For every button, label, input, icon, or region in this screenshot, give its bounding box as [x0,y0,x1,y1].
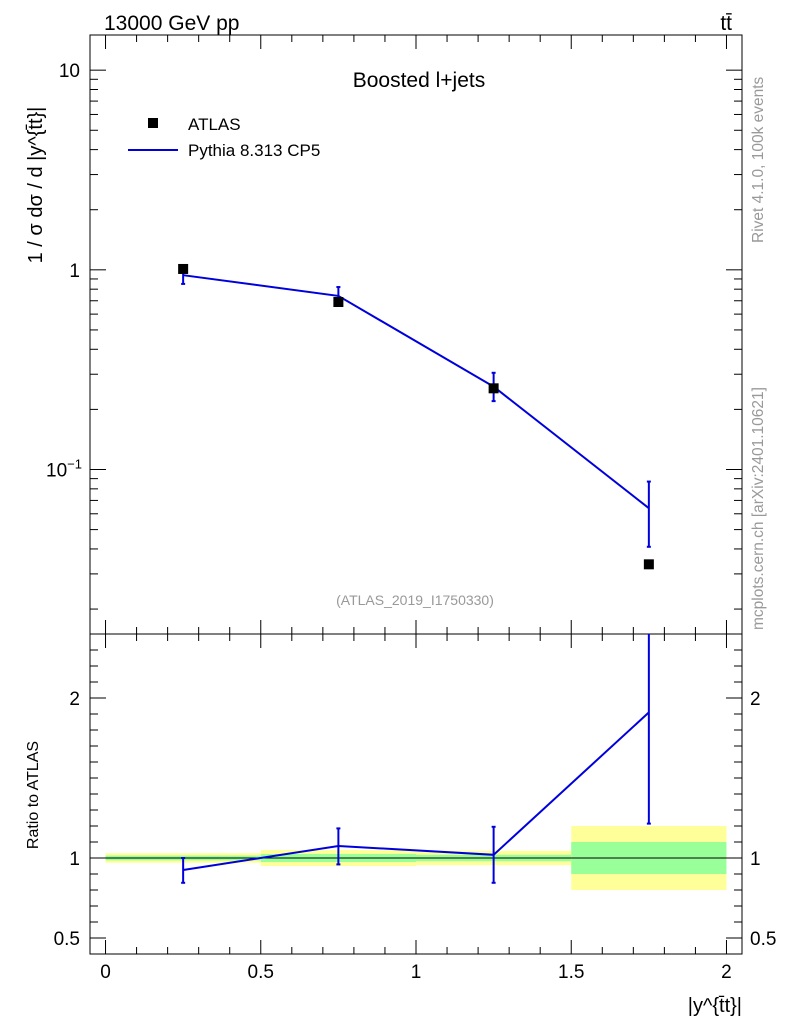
axis-ticks [90,35,742,955]
ratio-plot-frame [89,633,743,955]
x-tick-label: 1.5 [558,962,584,983]
legend: ATLAS Pythia 8.313 CP5 [128,115,320,160]
mc-ratio-line [182,711,650,871]
legend-label-pythia: Pythia 8.313 CP5 [188,141,320,160]
y-axis-label-text: 1 / σ dσ / d |y^{t̄t}| [25,107,47,264]
atlas-data-point [488,383,499,394]
ratio-y-tick-label-right: 2 [750,689,761,710]
tick-labels: 0 0.5 1 1.5 2 10−1 1 10 0.5 0.5 1 1 2 2 [46,61,776,983]
data-series [178,263,654,570]
ratio-y-axis-label: Ratio to ATLAS [25,741,42,849]
y-tick-exponent: −1 [67,456,82,471]
x-tick-label: 0.5 [248,962,274,983]
x-tick-label: 1 [411,962,422,983]
energy-label: 13000 GeV pp [104,12,239,35]
x-tick-label: 0 [100,962,111,983]
atlas-data-point [333,297,344,308]
y-axis-label: 1 / σ dσ / d |y^{t̄t}| [25,107,47,264]
mc-series [181,265,651,884]
y-tick-label: 10−1 [46,456,82,481]
atlas-data-point [643,559,654,570]
y-tick-label: 1 [69,261,80,282]
ratio-y-tick-label-left: 1 [69,849,80,870]
ratio-y-tick-label-left: 2 [69,689,80,710]
process-label: tt̄ [720,12,732,35]
legend-marker-atlas [148,118,158,128]
analysis-tag: (ATLAS_2019_I1750330) [336,592,494,608]
y-tick-label: 10 [59,61,80,82]
legend-label-atlas: ATLAS [188,115,241,134]
mc-line [183,274,650,509]
atlas-data-point [178,263,189,274]
x-tick-label: 2 [721,962,732,983]
ratio-y-tick-label-left: 0.5 [54,929,80,950]
ratio-y-tick-label-right: 0.5 [750,929,776,950]
ratio-y-tick-label-right: 1 [750,849,761,870]
chart-title: Boosted l+jets [353,69,486,92]
x-axis-label: |y^{t̄t}| [688,995,742,1017]
rivet-label: Rivet 4.1.0, 100k events [750,76,767,243]
source-label: mcplots.cern.ch [arXiv:2401.10621] [750,387,767,630]
